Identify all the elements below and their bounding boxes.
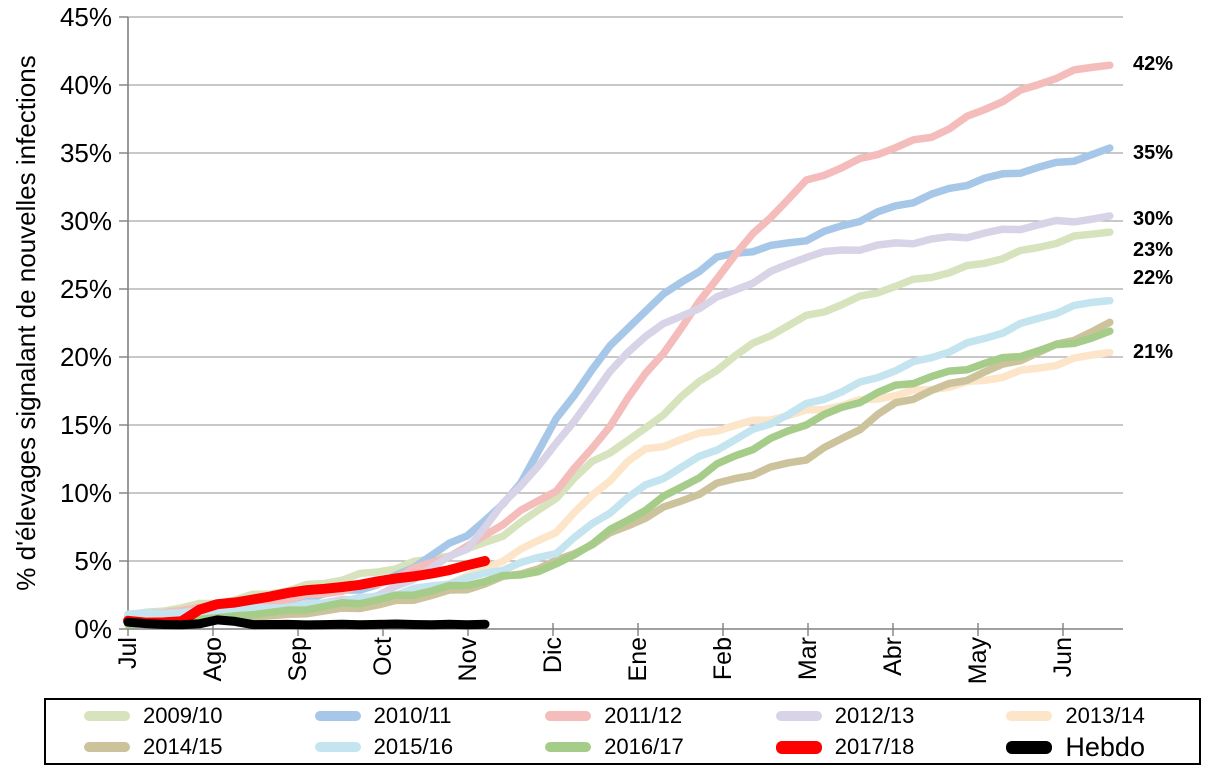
- y-tick-label-15: 15%: [59, 410, 112, 440]
- legend-item-2011-12: 2011/12: [507, 703, 738, 729]
- y-tick-label-45: 45%: [59, 2, 112, 32]
- legend-swatch-2015-16: [314, 742, 361, 753]
- series-line-2015-16: [124, 296, 1114, 618]
- series-line-2016-17: [124, 327, 1114, 629]
- chart-legend: 2009/10 2010/11 2011/12 2012/13 2013/14 2014/…: [44, 698, 1201, 765]
- legend-label: 2014/15: [143, 734, 223, 760]
- legend-label: 2012/13: [834, 702, 915, 728]
- y-tick-label-10: 10%: [59, 478, 112, 508]
- x-tick-label-oct: Oct: [369, 637, 397, 676]
- legend-label: Hebdo: [1065, 731, 1145, 762]
- end-value-label-21: 21%: [1133, 341, 1174, 363]
- y-tick-label-30: 30%: [59, 206, 112, 236]
- legend-swatch-2009-10: [84, 710, 130, 721]
- legend-item-2013-14: 2013/14: [968, 703, 1199, 729]
- legend-swatch-2014-15: [84, 742, 130, 753]
- x-tick-label-ago: Ago: [199, 637, 227, 682]
- x-tick-label-mar: Mar: [794, 637, 822, 681]
- legend-item-hebdo: Hebdo: [968, 732, 1199, 763]
- x-tick-label-abr: Abr: [879, 637, 907, 676]
- legend-label: 2016/17: [604, 734, 684, 760]
- y-tick-label-40: 40%: [59, 70, 112, 100]
- legend-item-2009-10: 2009/10: [46, 703, 277, 729]
- y-tick-label-20: 20%: [59, 342, 112, 372]
- end-value-label-30: 30%: [1133, 208, 1174, 230]
- x-tick-label-dic: Dic: [539, 637, 567, 674]
- series-line-2011-12: [124, 61, 1114, 620]
- series-line-hebdo: [123, 615, 490, 630]
- legend-swatch-2013-14: [1006, 710, 1053, 721]
- x-tick-label-jul: Jul: [114, 637, 142, 669]
- end-value-label-35: 35%: [1133, 142, 1174, 164]
- legend-item-2015-16: 2015/16: [277, 734, 508, 760]
- y-tick-label-0: 0%: [74, 614, 112, 644]
- x-tick-label-ene: Ene: [624, 637, 652, 682]
- series-line-2013-14: [124, 348, 1114, 625]
- legend-item-2017-18: 2017/18: [738, 734, 969, 760]
- end-value-label-42: 42%: [1133, 53, 1174, 75]
- series-line-2017-18: [123, 556, 490, 628]
- legend-label: 2010/11: [373, 702, 452, 728]
- legend-item-2016-17: 2016/17: [507, 734, 738, 760]
- end-value-label-23: 23%: [1133, 239, 1174, 261]
- x-tick-label-jun: Jun: [1049, 637, 1077, 678]
- legend-label: 2015/16: [373, 734, 454, 760]
- y-tick-label-5: 5%: [74, 546, 112, 576]
- x-tick-label-feb: Feb: [709, 637, 737, 681]
- legend-item-2012-13: 2012/13: [738, 703, 969, 729]
- legend-label: 2017/18: [834, 734, 915, 760]
- legend-swatch-2011-12: [545, 710, 592, 721]
- legend-swatch-2017-18: [775, 740, 822, 754]
- legend-item-2010-11: 2010/11: [277, 703, 508, 729]
- x-tick-label-nov: Nov: [454, 637, 482, 682]
- x-tick-label-sep: Sep: [284, 637, 312, 682]
- end-value-label-22: 22%: [1133, 267, 1174, 289]
- y-tick-label-35: 35%: [59, 138, 112, 168]
- legend-swatch-hebdo: [1006, 740, 1053, 754]
- legend-swatch-2010-11: [314, 710, 361, 721]
- legend-label: 2011/12: [604, 702, 683, 728]
- series-line-2014-15: [124, 318, 1114, 628]
- y-tick-label-25: 25%: [59, 274, 112, 304]
- legend-label: 2009/10: [143, 702, 223, 728]
- x-tick-label-may: May: [964, 637, 992, 685]
- legend-label: 2013/14: [1065, 702, 1145, 728]
- legend-swatch-2016-17: [545, 742, 592, 753]
- legend-swatch-2012-13: [775, 710, 822, 721]
- legend-item-2014-15: 2014/15: [46, 734, 277, 760]
